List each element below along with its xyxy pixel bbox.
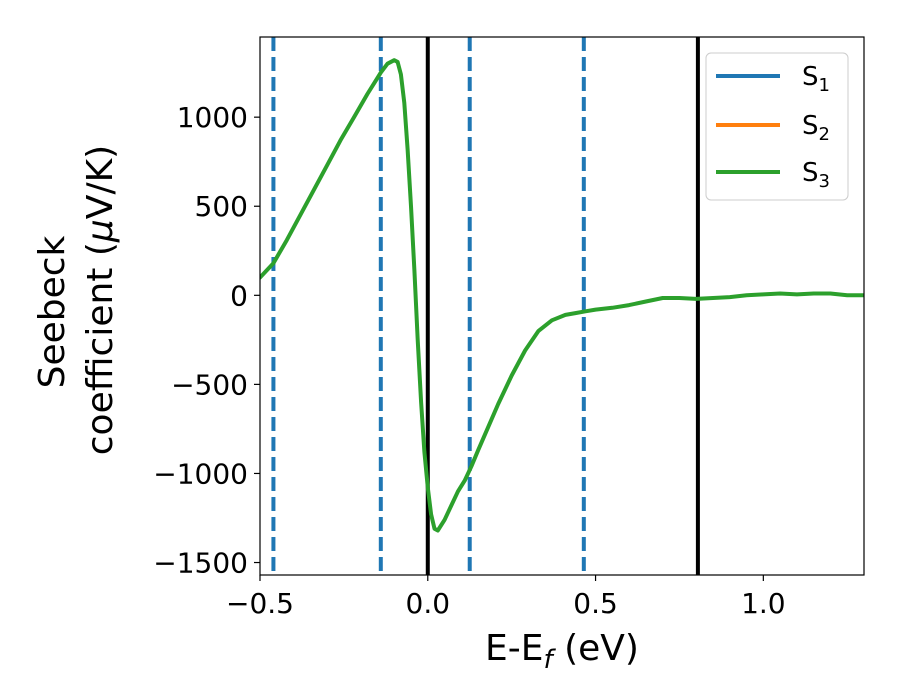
plot-area xyxy=(259,36,865,576)
y-tick-label: 1000 xyxy=(177,101,248,134)
y-axis-ticks: −1500 −1000 −500 0 500 1000 xyxy=(153,101,260,580)
y-tick-label: −1000 xyxy=(153,457,248,490)
y-tick-label: 500 xyxy=(195,190,248,223)
y-axis-label-line2: coefficient (μV/K) xyxy=(80,145,121,455)
legend-item-s1: S1 xyxy=(716,62,830,96)
y-tick-label: −500 xyxy=(171,368,248,401)
series-line-s3 xyxy=(260,58,864,533)
legend-item-s3: S3 xyxy=(716,158,830,192)
legend: S1 S2 S3 xyxy=(705,52,849,201)
y-tick-label: 0 xyxy=(230,279,248,312)
y-tick-label: −1500 xyxy=(153,547,248,580)
x-axis-ticks: −0.5 0.0 0.5 1.0 xyxy=(226,575,786,620)
legend-item-s2: S2 xyxy=(716,111,830,145)
y-axis-label: Seebeck coefficient (μV/K) xyxy=(32,145,121,455)
x-tick-label: 0.0 xyxy=(406,587,451,620)
y-axis-label-line1: Seebeck xyxy=(32,235,73,388)
x-tick-label: −0.5 xyxy=(226,587,294,620)
legend-label-s2: S2 xyxy=(802,111,830,145)
legend-label-s1: S1 xyxy=(802,62,830,96)
x-tick-label: 0.5 xyxy=(573,587,618,620)
axes-frame xyxy=(259,36,865,576)
y-axis-label-mu: μ xyxy=(80,219,121,243)
x-axis-label: E-Ef (eV) xyxy=(485,628,639,675)
legend-label-s3: S3 xyxy=(802,158,830,192)
x-tick-label: 1.0 xyxy=(741,587,786,620)
